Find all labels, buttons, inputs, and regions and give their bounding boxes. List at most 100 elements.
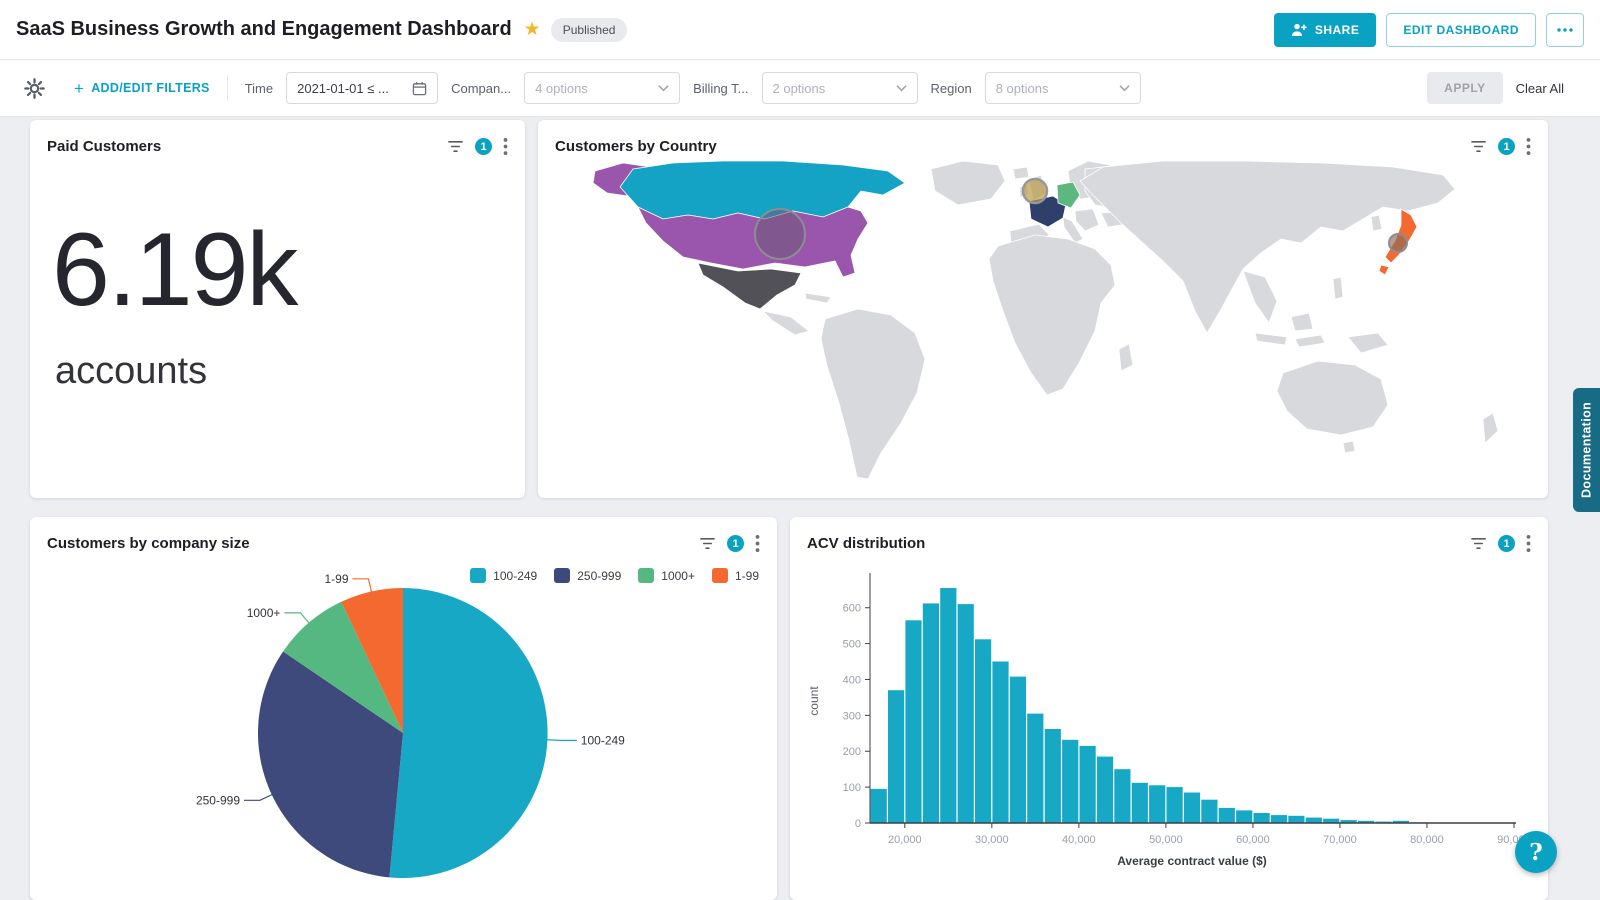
filter-company-label: Compan...	[451, 80, 512, 96]
filter-region-select[interactable]: 8 options	[984, 72, 1141, 104]
map-marker-uk[interactable]	[1021, 177, 1049, 205]
clear-all-button[interactable]: Clear All	[1515, 80, 1564, 96]
hist-bar[interactable]	[1149, 785, 1166, 823]
hist-bar[interactable]	[870, 788, 887, 823]
paid-customers-panel: Paid Customers 1 6.19k accounts	[30, 120, 525, 498]
hist-bar[interactable]	[905, 620, 922, 823]
filter-settings-button[interactable]	[22, 76, 47, 101]
hist-bar[interactable]	[1340, 820, 1357, 823]
hist-bar[interactable]	[1062, 739, 1079, 823]
hist-bar[interactable]	[1166, 787, 1183, 823]
kebab-menu-icon	[503, 137, 508, 156]
widget-menu-button[interactable]	[501, 135, 510, 158]
filter-funnel-icon	[700, 538, 715, 549]
pie-slice-label: 250-999	[196, 793, 240, 807]
edit-dashboard-button[interactable]: EDIT DASHBOARD	[1386, 12, 1536, 47]
favorite-star-icon[interactable]: ★	[523, 19, 541, 40]
calendar-icon	[412, 81, 427, 95]
map-marker-usa[interactable]	[754, 208, 806, 260]
pie-slice-250-999[interactable]	[258, 651, 403, 878]
y-tick-label: 200	[843, 746, 861, 758]
filter-time-input[interactable]: 2021-01-01 ≤ ...	[286, 72, 439, 104]
legend-item-100-249[interactable]: 100-249	[470, 568, 537, 583]
help-button[interactable]: ?	[1515, 831, 1557, 873]
hist-bar[interactable]	[1009, 676, 1026, 823]
hist-bar[interactable]	[1201, 799, 1218, 823]
hist-bar[interactable]	[922, 603, 939, 823]
hist-bar[interactable]	[1096, 756, 1114, 823]
hist-bar[interactable]	[1288, 815, 1305, 823]
pie-leader-line	[352, 578, 373, 596]
widget-filter-button[interactable]	[697, 534, 718, 553]
hist-bar[interactable]	[1079, 745, 1096, 823]
hist-bar[interactable]	[1253, 813, 1270, 823]
hist-bar[interactable]	[1183, 792, 1201, 824]
x-tick-label: 30,000	[975, 834, 1009, 846]
filter-company-value: 4 options	[535, 80, 588, 96]
map-new-zealand	[1482, 412, 1499, 444]
widget-menu-button[interactable]	[753, 532, 762, 555]
filter-time-label: Time	[244, 80, 274, 96]
map-country-germany[interactable]	[1056, 181, 1081, 209]
filter-region-label: Region	[930, 80, 972, 96]
hist-bar[interactable]	[992, 661, 1009, 824]
share-button[interactable]: SHARE	[1273, 12, 1377, 47]
widget-menu-button[interactable]	[1524, 532, 1533, 555]
x-axis-label: Average contract value ($)	[1117, 854, 1267, 868]
hist-bar[interactable]	[1392, 820, 1409, 823]
world-map[interactable]	[543, 160, 1543, 494]
widget-menu-button[interactable]	[1524, 135, 1533, 158]
widget-filter-button[interactable]	[1468, 137, 1489, 156]
legend-item-250-999[interactable]: 250-999	[554, 568, 621, 583]
map-iceland	[1012, 166, 1030, 180]
y-axis-label: count	[807, 686, 821, 716]
pie-slice-1000+[interactable]	[283, 601, 403, 733]
kebab-menu-icon	[755, 534, 760, 553]
legend-item-1-99[interactable]: 1-99	[711, 568, 759, 583]
filter-count-badge: 1	[1498, 535, 1515, 552]
widget-filter-button[interactable]	[445, 137, 466, 156]
legend-swatch	[470, 568, 487, 583]
pie-slice-1-99[interactable]	[341, 588, 403, 733]
filter-funnel-icon	[1471, 141, 1486, 152]
apply-button[interactable]: APPLY	[1427, 72, 1503, 104]
legend-label: 250-999	[577, 568, 622, 583]
hist-bar[interactable]	[975, 639, 992, 823]
pie-slice-100-249[interactable]	[389, 588, 548, 878]
add-edit-filters-button[interactable]: + ADD/EDIT FILTERS	[74, 80, 210, 97]
panel-title: ACV distribution	[807, 535, 926, 552]
map-country-canada[interactable]	[619, 160, 906, 220]
plus-icon: +	[74, 78, 85, 98]
hist-bar[interactable]	[1131, 782, 1148, 823]
map-country-usa[interactable]	[637, 206, 869, 278]
documentation-tab[interactable]: Documentation	[1573, 388, 1600, 512]
hist-bar[interactable]	[940, 588, 957, 823]
hist-bar[interactable]	[1236, 810, 1253, 823]
legend-item-1000+[interactable]: 1000+	[638, 568, 695, 583]
hist-bar[interactable]	[888, 690, 905, 823]
pie-leader-line	[244, 792, 276, 801]
filter-bar: + ADD/EDIT FILTERS Time 2021-01-01 ≤ ...…	[0, 60, 1600, 117]
map-country-japan-south[interactable]	[1378, 264, 1390, 276]
hist-bar[interactable]	[1114, 769, 1131, 823]
chevron-down-icon	[658, 85, 669, 92]
page-title: SaaS Business Growth and Engagement Dash…	[16, 18, 512, 40]
hist-bar[interactable]	[957, 604, 974, 823]
gear-icon	[24, 77, 45, 99]
hist-bar[interactable]	[1323, 818, 1340, 823]
filter-funnel-icon	[448, 141, 463, 152]
hist-bar[interactable]	[1027, 713, 1044, 823]
hist-bar[interactable]	[1218, 807, 1235, 823]
map-country-mexico[interactable]	[697, 262, 802, 310]
filter-billing-select[interactable]: 2 options	[761, 72, 918, 104]
map-marker-japan[interactable]	[1388, 233, 1408, 253]
hist-bar[interactable]	[1270, 815, 1288, 823]
hist-bar[interactable]	[1044, 729, 1061, 823]
hist-bar[interactable]	[1358, 820, 1375, 823]
widget-filter-button[interactable]	[1468, 534, 1489, 553]
kebab-menu-icon	[1526, 534, 1531, 553]
more-options-button[interactable]	[1546, 12, 1584, 47]
hist-bar[interactable]	[1305, 817, 1322, 823]
map-indonesia-east	[1294, 334, 1326, 348]
filter-company-select[interactable]: 4 options	[524, 72, 681, 104]
